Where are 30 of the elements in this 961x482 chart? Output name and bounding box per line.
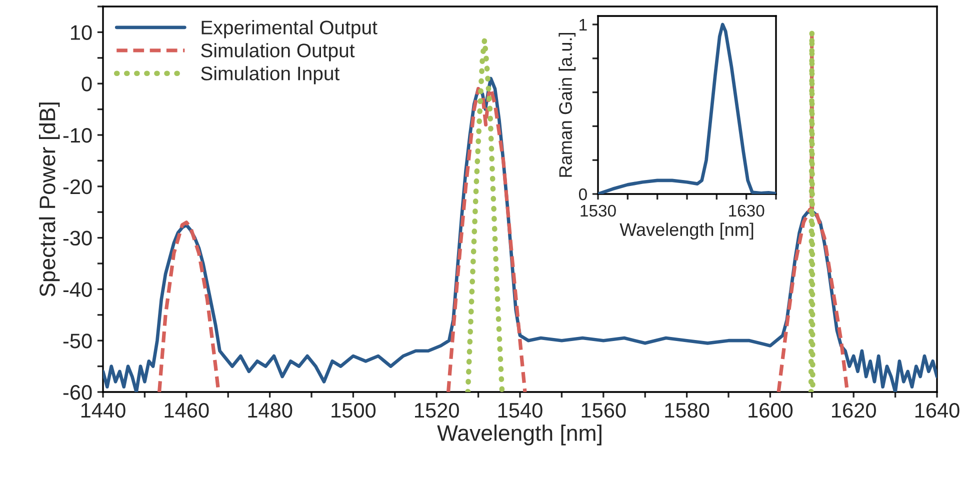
x-tick-label: 1460: [164, 402, 209, 418]
y-tick-label: -50: [63, 334, 92, 348]
x-tick-label: 1620: [832, 402, 876, 418]
y-tick-label: -20: [63, 179, 92, 194]
x-tick-label: 1540: [498, 402, 542, 418]
x-tick-label: 1600: [748, 402, 793, 418]
x-tick-label: 1520: [415, 402, 459, 418]
y-axis-title: Spectral Power [dB]: [38, 102, 60, 296]
x-tick-label: 1530: [580, 204, 616, 217]
legend-label: Experimental Output: [202, 20, 378, 38]
x-tick-label: 1580: [665, 402, 710, 418]
x-tick-label: 1640: [915, 402, 960, 418]
x-tick-label: 1630: [729, 204, 764, 217]
y-tick-label: -30: [63, 230, 92, 246]
y-tick-label: 0: [578, 188, 587, 200]
x-axis-title: Wavelength [nm]: [437, 424, 602, 446]
x-tick-label: 1480: [248, 402, 292, 418]
y-tick-label: -40: [63, 282, 92, 297]
y-tick-label: -10: [63, 128, 92, 143]
x-tick-label: 1440: [81, 402, 126, 418]
y-tick-label: -60: [63, 385, 92, 400]
legend-label: Simulation Output: [201, 43, 355, 62]
y-tick-label: 0: [82, 76, 92, 92]
y-tick-label: 10: [71, 25, 92, 40]
x-tick-label: 1500: [332, 402, 376, 418]
y-axis-title: Raman Gain [a.u.]: [558, 33, 576, 177]
legend-label: Simulation Input: [201, 66, 340, 84]
x-axis-title: Wavelength [nm]: [620, 222, 754, 240]
x-tick-label: 1560: [582, 402, 626, 418]
y-tick-label: 1: [580, 19, 587, 31]
